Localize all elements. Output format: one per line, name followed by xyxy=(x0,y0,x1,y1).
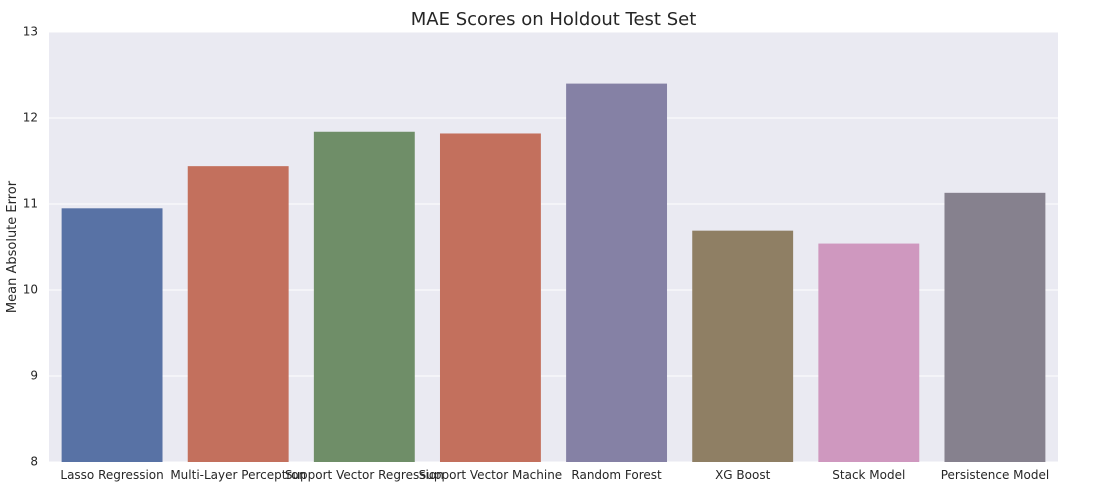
y-tick-label: 12 xyxy=(23,111,38,125)
bar xyxy=(187,166,289,462)
x-tick-label: Lasso Regression xyxy=(60,468,163,482)
x-tick-label: Stack Model xyxy=(832,468,905,482)
bar xyxy=(566,83,668,462)
y-axis-label: Mean Absolute Error xyxy=(5,180,20,313)
y-tick-label: 11 xyxy=(23,197,38,211)
x-tick-label: Support Vector Machine xyxy=(419,468,563,482)
bar xyxy=(692,230,794,462)
x-tick-label: Multi-Layer Perceptron xyxy=(170,468,306,482)
y-tick-label: 13 xyxy=(23,25,38,39)
bar xyxy=(61,208,163,462)
x-tick-label: Random Forest xyxy=(571,468,662,482)
x-tick-label: Persistence Model xyxy=(941,468,1049,482)
chart-title: MAE Scores on Holdout Test Set xyxy=(411,9,697,30)
bars xyxy=(61,83,1046,463)
bar xyxy=(313,131,415,462)
bar xyxy=(944,192,1046,462)
x-axis-ticks: Lasso Regression Multi-Layer PerceptronSu… xyxy=(60,468,1049,482)
y-tick-label: 10 xyxy=(23,283,38,297)
y-axis-ticks: 8 9 10 11 12 13 xyxy=(23,25,38,469)
y-tick-label: 9 xyxy=(30,369,38,383)
x-tick-label: XG Boost xyxy=(715,468,771,482)
bar xyxy=(818,243,920,462)
bar xyxy=(439,133,541,463)
y-tick-label: 8 xyxy=(30,455,38,469)
x-tick-label: Support Vector Regression xyxy=(285,468,444,482)
